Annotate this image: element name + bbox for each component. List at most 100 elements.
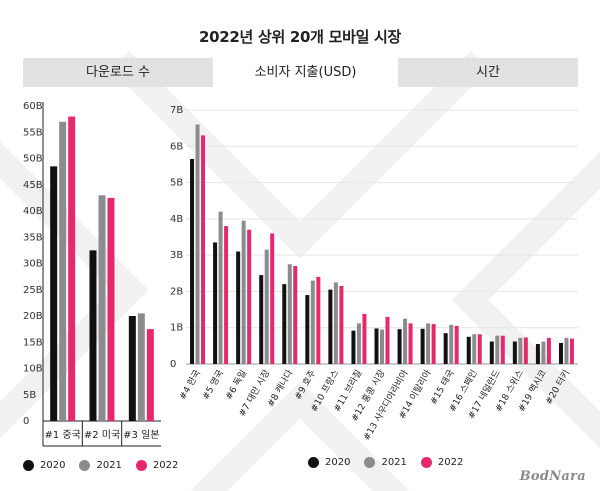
legend-swatch bbox=[308, 457, 319, 468]
tab-time[interactable]: 시간 bbox=[398, 58, 578, 87]
legend-swatch bbox=[420, 457, 432, 468]
bar bbox=[68, 116, 76, 421]
bar bbox=[241, 220, 246, 364]
legend-right: 2020 2021 2022 bbox=[308, 457, 477, 468]
bar bbox=[305, 295, 310, 364]
bar bbox=[333, 282, 338, 364]
y-tick-label: 5B bbox=[170, 178, 183, 189]
bar bbox=[224, 226, 229, 364]
bar bbox=[518, 337, 523, 364]
legend-label: 2020 bbox=[325, 457, 351, 468]
legend-item-2022: 2022 bbox=[135, 460, 179, 471]
bar bbox=[339, 285, 344, 364]
legend-left: 2020 2021 2022 bbox=[23, 460, 192, 471]
y-tick-label: 0 bbox=[170, 359, 176, 370]
bar bbox=[328, 289, 333, 364]
x-tick-label: #5 영국 bbox=[200, 368, 226, 402]
y-tick-label: 5B bbox=[23, 390, 36, 401]
y-tick-label: 50B bbox=[23, 154, 43, 165]
bar bbox=[270, 233, 275, 364]
legend-item-2020: 2020 bbox=[23, 460, 65, 471]
bar bbox=[247, 229, 252, 364]
bar bbox=[397, 329, 402, 364]
bar bbox=[59, 121, 67, 421]
y-tick-label: 40B bbox=[23, 206, 43, 217]
bar bbox=[213, 242, 218, 364]
bar bbox=[472, 334, 477, 364]
y-tick-label: 3B bbox=[170, 250, 183, 261]
legend-label: 2021 bbox=[381, 457, 407, 468]
bar bbox=[495, 335, 500, 364]
legend-item-2021: 2021 bbox=[364, 457, 407, 468]
tab-downloads[interactable]: 다운로드 수 bbox=[23, 58, 213, 87]
bar bbox=[218, 211, 223, 364]
bar bbox=[98, 195, 106, 421]
bar bbox=[259, 275, 264, 364]
bar bbox=[316, 276, 321, 364]
bar bbox=[264, 249, 269, 364]
x-tick-label: #2 미국 bbox=[84, 429, 120, 441]
y-tick-label: 1B bbox=[170, 323, 183, 334]
bar bbox=[293, 266, 298, 364]
bar bbox=[310, 280, 315, 364]
bar bbox=[466, 336, 471, 364]
bar bbox=[356, 323, 361, 364]
bar bbox=[426, 323, 431, 364]
x-tick-label: #1 중국 bbox=[45, 429, 81, 441]
legend-label: 2020 bbox=[40, 460, 66, 471]
bar bbox=[380, 329, 384, 364]
bar bbox=[107, 197, 115, 421]
bar bbox=[489, 341, 494, 364]
y-tick-label: 2B bbox=[170, 286, 183, 297]
bar bbox=[146, 329, 154, 421]
bar bbox=[535, 344, 540, 364]
y-tick-label: 30B bbox=[23, 259, 43, 270]
y-tick-label: 35B bbox=[23, 232, 43, 243]
legend-swatch bbox=[364, 457, 376, 468]
bar bbox=[89, 250, 97, 421]
tab-consumer-spending[interactable]: 소비자 지출(USD) bbox=[213, 58, 398, 87]
legend-label: 2022 bbox=[152, 460, 179, 471]
bar bbox=[195, 124, 200, 364]
bar bbox=[449, 324, 454, 364]
y-tick-label: 10B bbox=[23, 364, 43, 375]
x-tick-label: #9 호주 bbox=[293, 368, 319, 402]
brand-logo: BodNara bbox=[519, 469, 586, 484]
y-tick-label: 7B bbox=[170, 105, 183, 116]
y-tick-label: 4B bbox=[170, 214, 183, 225]
y-tick-label: 25B bbox=[23, 285, 43, 296]
y-tick-label: 20B bbox=[23, 311, 43, 322]
bar bbox=[190, 158, 195, 364]
bar bbox=[564, 337, 569, 364]
y-tick-label: 15B bbox=[23, 337, 43, 348]
bar bbox=[128, 316, 136, 421]
bar bbox=[351, 330, 356, 364]
bar bbox=[477, 334, 482, 364]
bar bbox=[362, 313, 367, 364]
bar bbox=[201, 135, 206, 364]
bar bbox=[420, 328, 425, 364]
bar bbox=[523, 337, 528, 364]
legend-item-2022: 2022 bbox=[420, 457, 463, 468]
bar bbox=[454, 325, 459, 364]
legend-swatch bbox=[135, 460, 147, 471]
bar bbox=[236, 251, 241, 364]
bar bbox=[569, 338, 574, 364]
bar bbox=[500, 335, 505, 364]
bar bbox=[50, 166, 58, 421]
bar bbox=[512, 341, 517, 364]
bar bbox=[282, 284, 287, 364]
bar bbox=[546, 337, 551, 364]
bar bbox=[541, 341, 546, 364]
bar bbox=[408, 323, 413, 364]
legend-swatch bbox=[23, 460, 34, 471]
bar bbox=[287, 264, 292, 364]
y-tick-label: 6B bbox=[170, 141, 183, 152]
y-tick-label: 60B bbox=[23, 101, 43, 112]
bar bbox=[431, 324, 436, 364]
x-tick-label: #6 독일 bbox=[223, 368, 249, 402]
x-tick-label: #3 일본 bbox=[123, 429, 159, 441]
tab-bar: 다운로드 수 소비자 지출(USD) 시간 bbox=[23, 58, 578, 87]
bar bbox=[403, 318, 408, 364]
